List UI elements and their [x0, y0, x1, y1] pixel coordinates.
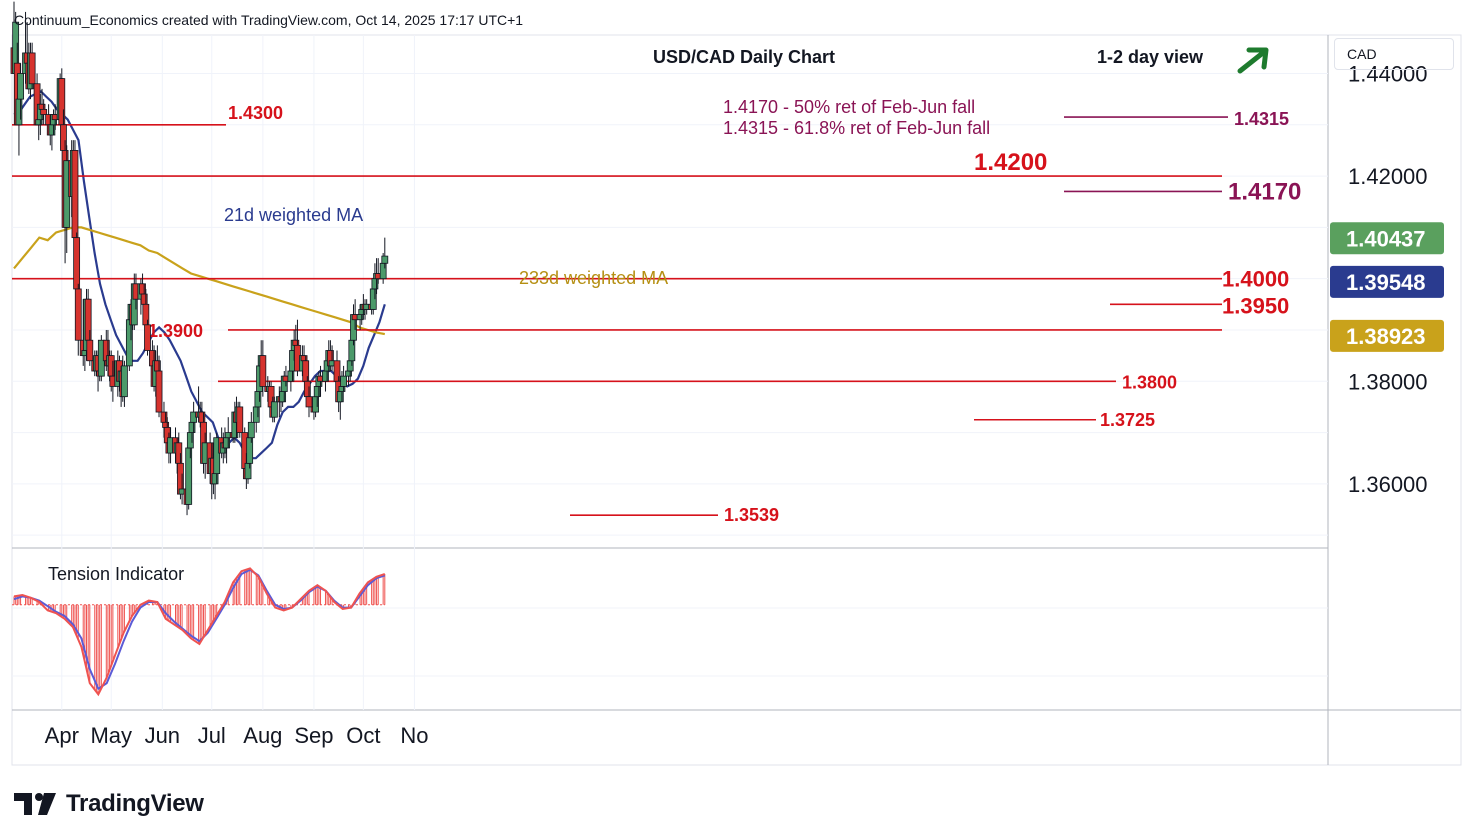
- annotation-2: 1.4315 - 61.8% ret of Feb-Jun fall: [723, 118, 990, 138]
- candle: [236, 401, 244, 438]
- price-tag-label: 1.39548: [1346, 270, 1426, 295]
- price-tag-label: 1.40437: [1346, 226, 1426, 251]
- candle-body-down: [40, 108, 48, 115]
- candle: [74, 283, 82, 356]
- axes: 1.44000 1.42000 1.38000 1.36000 Apr May Jun Jul…: [45, 61, 1428, 748]
- candle: [259, 340, 267, 397]
- target-label-1.4315: 1.4315: [1234, 109, 1289, 129]
- x-tick-label: May: [90, 723, 132, 748]
- candle: [121, 360, 128, 407]
- moving-averages: [13, 90, 386, 460]
- candle-body-down: [86, 339, 94, 362]
- price-tag-last: [1330, 222, 1444, 255]
- candle: [86, 329, 94, 366]
- level-label-1.3800: 1.3800: [1122, 372, 1177, 392]
- price-tags: 1.40437 1.39548 1.38923: [1330, 222, 1444, 352]
- wma21-label: 21d weighted MA: [224, 205, 363, 225]
- price-tag-233d-weighted-ma: [1330, 319, 1444, 352]
- candle: [340, 365, 348, 392]
- x-tick-label: Jul: [198, 723, 226, 748]
- level-label-1.3900: 1.3900: [148, 321, 203, 341]
- candle-body-up: [340, 375, 348, 387]
- tension-fast-line: [13, 567, 386, 697]
- view-label: 1-2 day view: [1097, 47, 1204, 67]
- x-tick-label: Apr: [45, 723, 79, 748]
- y-tick-label: 1.42000: [1348, 164, 1428, 189]
- tradingview-logo-icon: [14, 793, 56, 815]
- x-tick-label: Jun: [145, 723, 180, 748]
- target-label-1.4170: 1.4170: [1228, 178, 1301, 205]
- candle-body-up: [17, 73, 24, 100]
- candle-body-up: [213, 437, 221, 475]
- candle-body-down: [259, 355, 267, 387]
- wma233-label: 233d weighted MA: [519, 268, 668, 288]
- candles: [10, 1, 389, 516]
- candle: [381, 237, 389, 269]
- candle-body-up: [270, 401, 278, 418]
- annotation-1: 1.4170 - 50% ret of Feb-Jun fall: [723, 97, 975, 117]
- up-arrow-icon: [1237, 47, 1269, 74]
- x-tick-label: No: [400, 723, 428, 748]
- wma233-line: [13, 226, 386, 336]
- x-tick-label: Oct: [346, 723, 380, 748]
- candle: [71, 140, 79, 239]
- candle: [305, 386, 313, 418]
- price-tag-label: 1.38923: [1346, 324, 1426, 349]
- candle-body-down: [305, 396, 313, 408]
- candle: [28, 42, 36, 89]
- candle-body-down: [73, 237, 81, 290]
- candle-body-up: [381, 255, 389, 264]
- level-label-1.4200: 1.4200: [974, 149, 1047, 176]
- x-tick-label: Sep: [294, 723, 333, 748]
- chart-frame: [11, 34, 1462, 766]
- attribution-text: Continuum_Economics created with Trading…: [14, 12, 523, 28]
- candle-body-down: [71, 150, 79, 239]
- y-tick-label: 1.44000: [1348, 61, 1428, 86]
- candle: [270, 396, 278, 423]
- tradingview-logo-text: TradingView: [66, 790, 204, 817]
- candle: [144, 319, 151, 356]
- y-tick-label: 1.38000: [1348, 369, 1428, 394]
- candle-body-down: [236, 406, 244, 433]
- candle-body-down: [28, 52, 36, 85]
- candle-body-up: [121, 365, 128, 398]
- candle: [17, 63, 24, 120]
- indicator-title: Tension Indicator: [48, 564, 184, 584]
- candle: [213, 432, 221, 484]
- x-tick-label: Aug: [243, 723, 282, 748]
- level-label-1.4300: 1.4300: [228, 103, 283, 123]
- candle-body-down: [155, 370, 163, 413]
- candle: [40, 99, 48, 125]
- chart-title: USD/CAD Daily Chart: [653, 47, 835, 67]
- level-label-1.3725: 1.3725: [1100, 410, 1155, 430]
- tension-indicator-pane: [12, 567, 386, 697]
- symbol-box[interactable]: CAD: [1334, 38, 1454, 70]
- y-tick-label: 1.36000: [1348, 472, 1428, 497]
- price-tag-21d-weighted-ma: [1330, 265, 1444, 298]
- candle-body-up: [247, 421, 255, 439]
- candle: [155, 355, 163, 418]
- level-label-1.3539: 1.3539: [724, 505, 779, 525]
- candle: [247, 412, 255, 443]
- level-label-1.3950: 1.3950: [1222, 293, 1289, 318]
- wma21-line: [13, 90, 386, 460]
- level-label-1.4000: 1.4000: [1222, 267, 1289, 292]
- candle-body-down: [144, 324, 151, 351]
- tension-slow-line: [13, 568, 386, 691]
- tradingview-logo[interactable]: TradingView: [14, 788, 204, 820]
- candle-body-down: [74, 288, 82, 341]
